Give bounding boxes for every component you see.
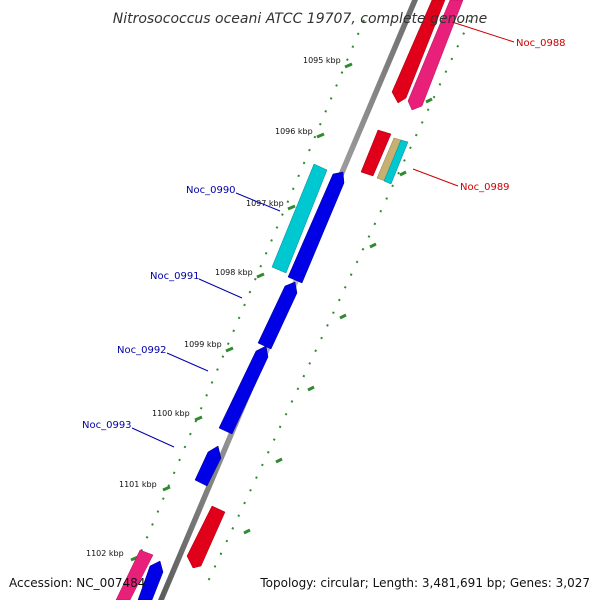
summary-text: Topology: circular; Length: 3,481,691 bp… bbox=[259, 576, 590, 590]
leader-line-noc-0989 bbox=[412, 168, 459, 187]
map-title: Nitrosococcus oceani ATCC 19707, complet… bbox=[113, 11, 488, 27]
reverse-strand-genes bbox=[137, 163, 345, 600]
tick-labels: 1095 kbp 1096 kbp 1097 kbp 1098 kbp 1099… bbox=[86, 56, 341, 558]
tick-mark bbox=[256, 272, 265, 279]
label-leaders bbox=[131, 21, 515, 448]
gene-noc-0993-reverse[interactable] bbox=[194, 445, 222, 487]
tick-label: 1102 kbp bbox=[86, 549, 124, 558]
leader-line-noc-0988 bbox=[451, 21, 515, 43]
tick-label: 1099 kbp bbox=[184, 340, 222, 349]
tick-mark bbox=[194, 415, 203, 422]
gene-noc-0989-forward[interactable] bbox=[360, 129, 392, 177]
tick-mark bbox=[307, 385, 315, 392]
gene-noc-0992-reverse[interactable] bbox=[218, 345, 269, 435]
tick-mark bbox=[399, 170, 407, 177]
tick-label: 1097 kbp bbox=[246, 199, 284, 208]
tick-mark bbox=[275, 457, 283, 464]
gene-arrow-forward[interactable] bbox=[407, 0, 464, 111]
gene-arrow-forward[interactable] bbox=[186, 505, 226, 569]
tick-label: 1096 kbp bbox=[275, 127, 313, 136]
leader-line-noc-0991 bbox=[198, 278, 243, 299]
tick-label: 1101 kbp bbox=[119, 480, 157, 489]
gene-labels: Noc_0988 Noc_0989 Noc_0990 Noc_0991 Noc_… bbox=[82, 38, 566, 431]
tick-label: 1100 kbp bbox=[152, 409, 190, 418]
tick-mark bbox=[369, 242, 377, 249]
gene-label-noc-0988[interactable]: Noc_0988 bbox=[516, 38, 566, 49]
gene-label-noc-0993[interactable]: Noc_0993 bbox=[82, 420, 132, 431]
tick-mark bbox=[225, 346, 234, 353]
major-ticks bbox=[130, 62, 433, 562]
accession-text: Accession: NC_007484 bbox=[9, 576, 145, 590]
gene-arrow-forward[interactable] bbox=[391, 0, 446, 104]
gene-label-noc-0992[interactable]: Noc_0992 bbox=[117, 345, 167, 356]
forward-strand-genes bbox=[115, 0, 464, 600]
tick-mark bbox=[344, 62, 353, 69]
gene-label-noc-0989[interactable]: Noc_0989 bbox=[460, 182, 510, 193]
leader-line-noc-0992 bbox=[166, 352, 209, 372]
gene-noc-0989-cyan[interactable] bbox=[383, 139, 409, 185]
gene-arrow-forward[interactable] bbox=[115, 549, 154, 600]
tick-label: 1098 kbp bbox=[215, 268, 253, 277]
tick-mark bbox=[425, 97, 433, 104]
tick-label: 1095 kbp bbox=[303, 56, 341, 65]
tick-mark bbox=[316, 132, 325, 139]
leader-line-noc-0993 bbox=[131, 427, 175, 448]
tick-mark bbox=[339, 313, 347, 320]
inner-tick-ring bbox=[124, 19, 365, 591]
gene-noc-0990-reverse[interactable] bbox=[287, 171, 345, 284]
gene-noc-0990-cyan[interactable] bbox=[271, 163, 328, 274]
gene-arrow-reverse[interactable] bbox=[137, 560, 164, 600]
tick-mark bbox=[162, 485, 171, 492]
leader-line-noc-0990 bbox=[235, 192, 281, 212]
gene-label-noc-0990[interactable]: Noc_0990 bbox=[186, 185, 236, 196]
gene-noc-0991-reverse[interactable] bbox=[257, 281, 298, 350]
tick-mark bbox=[243, 528, 251, 535]
inner-tick-track bbox=[124, 19, 365, 591]
tick-mark bbox=[287, 204, 296, 211]
gene-label-noc-0991[interactable]: Noc_0991 bbox=[150, 271, 200, 282]
